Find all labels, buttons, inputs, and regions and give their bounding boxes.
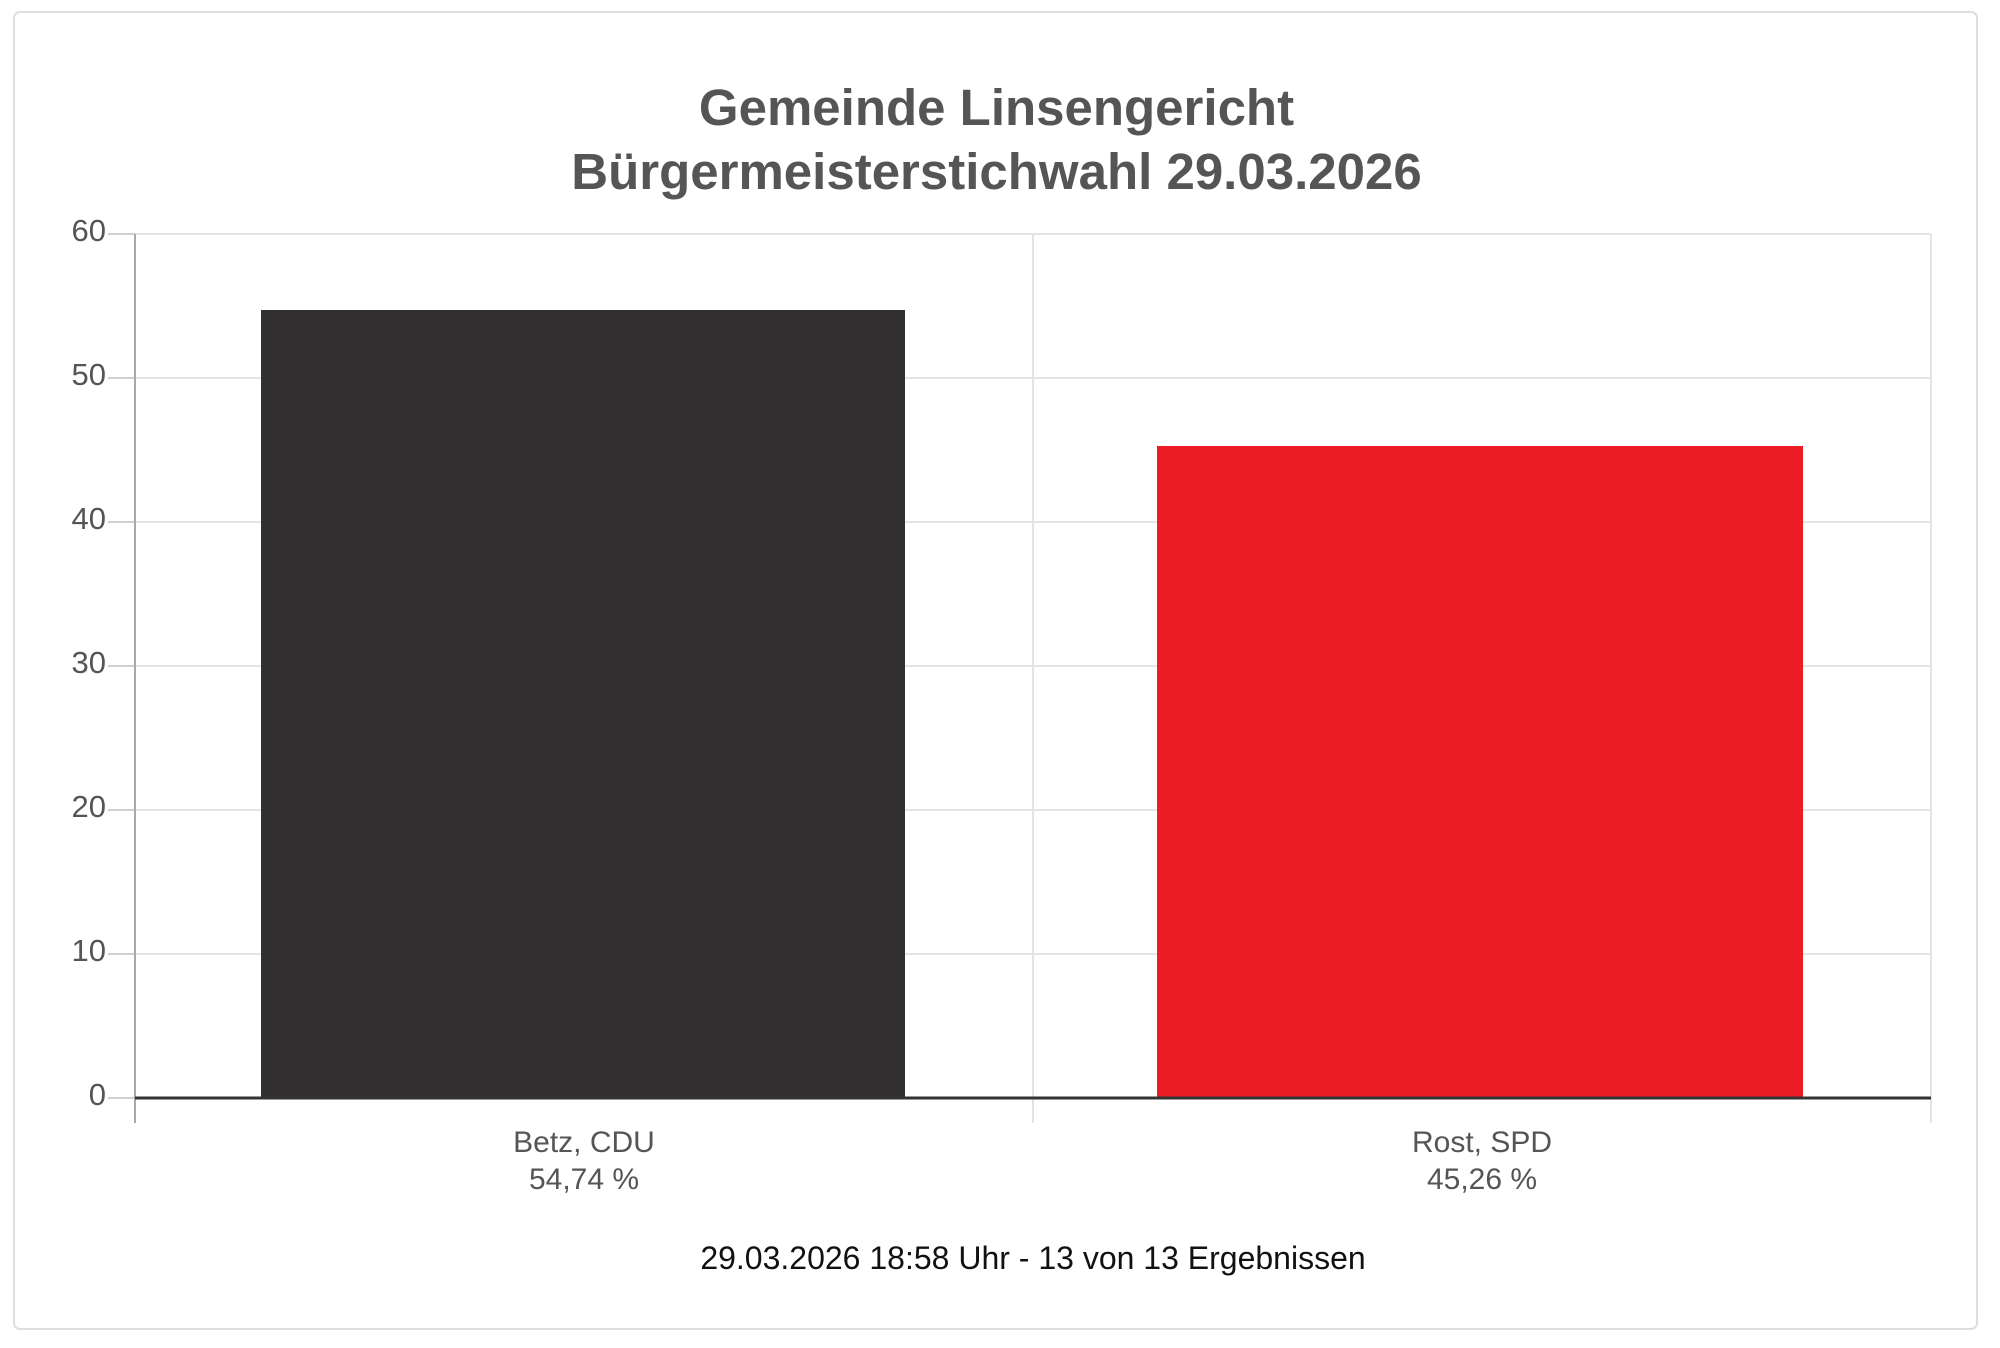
y-tick-label-40: 40 (71, 501, 106, 536)
y-tick-label-20: 20 (71, 789, 106, 824)
x-category-label-rost: Rost, SPD 45,26 % (1033, 1124, 1931, 1198)
y-tick-label-50: 50 (71, 357, 106, 392)
y-tick-label-10: 10 (71, 933, 106, 968)
bar-rost-spd[interactable] (1157, 446, 1803, 1098)
x-category-label-betz: Betz, CDU 54,74 % (135, 1124, 1033, 1198)
candidate-name: Rost, SPD (1411, 1126, 1553, 1159)
chart-title-line-1: Gemeinde Linsengericht (698, 79, 1295, 136)
chart-title-line-2: Bürgermeisterstichwahl 29.03.2026 (571, 143, 1422, 200)
y-tick-label-30: 30 (71, 645, 106, 680)
chart-title: Gemeinde Linsengericht Bürgermeisterstic… (13, 76, 1980, 204)
candidate-percentage: 54,74 % (528, 1163, 640, 1196)
y-tick-label-0: 0 (88, 1077, 106, 1112)
candidate-name: Betz, CDU (513, 1126, 655, 1159)
y-tick-label-60: 60 (71, 213, 106, 248)
candidate-percentage: 45,26 % (1426, 1163, 1538, 1196)
y-tick-marks (108, 233, 135, 1099)
results-status-footer: 29.03.2026 18:58 Uhr - 13 von 13 Ergebni… (700, 1240, 1366, 1276)
bar-betz-cdu[interactable] (261, 310, 905, 1098)
